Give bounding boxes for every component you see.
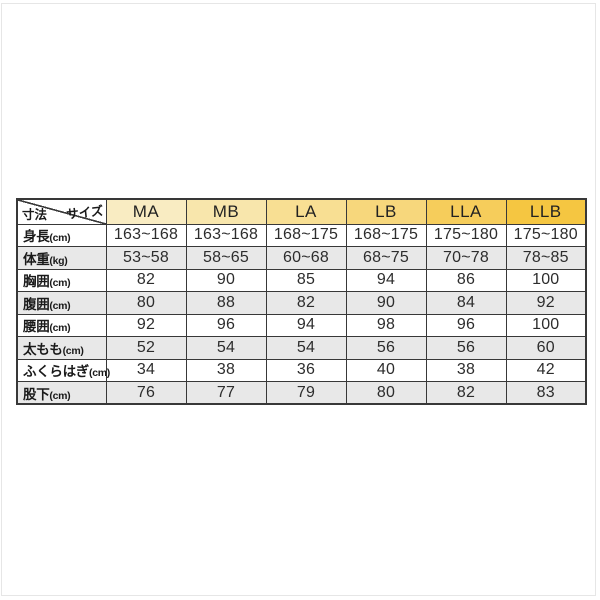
size-cell: 53~58: [105, 246, 187, 270]
size-cell: 96: [425, 313, 507, 337]
size-cell: 56: [425, 336, 507, 360]
column-header-lla: LLA: [425, 198, 507, 225]
size-cell: 54: [185, 336, 267, 360]
size-cell: 54: [265, 336, 347, 360]
size-cell: 175~180: [505, 223, 587, 247]
size-cell: 56: [345, 336, 427, 360]
size-cell: 100: [505, 268, 587, 292]
size-cell: 94: [345, 268, 427, 292]
row-label: 胸囲(cm): [16, 268, 107, 292]
size-cell: 98: [345, 313, 427, 337]
row-label-text: 腰囲: [23, 319, 50, 335]
size-cell: 70~78: [425, 246, 507, 270]
size-cell: 34: [105, 358, 187, 382]
size-cell: 82: [105, 268, 187, 292]
size-cell: 58~65: [185, 246, 267, 270]
size-cell: 163~168: [185, 223, 267, 247]
size-cell: 40: [345, 358, 427, 382]
size-cell: 36: [265, 358, 347, 382]
size-cell: 168~175: [265, 223, 347, 247]
row-label-unit: (kg): [49, 254, 68, 267]
size-cell: 60: [505, 336, 587, 360]
row-label-unit: (cm): [49, 299, 71, 312]
table-row-belly: 腹囲(cm) 80 88 82 90 84 92: [16, 291, 587, 315]
size-cell: 90: [345, 291, 427, 315]
column-header-lb: LB: [345, 198, 427, 225]
size-cell: 80: [105, 291, 187, 315]
size-cell: 90: [185, 268, 267, 292]
row-label: ふくらはぎ(cm): [16, 358, 110, 382]
column-header-llb: LLB: [505, 198, 587, 225]
size-cell: 52: [105, 336, 187, 360]
row-label-text: 太もも: [23, 341, 63, 357]
size-cell: 80: [345, 381, 427, 405]
row-label-text: 股下: [23, 386, 50, 402]
table-row-inseam: 股下(cm) 76 77 79 80 82 83: [16, 381, 587, 405]
size-cell: 77: [185, 381, 267, 405]
row-label: 股下(cm): [16, 381, 107, 405]
row-label-text: 体重: [23, 251, 50, 267]
size-cell: 84: [425, 291, 507, 315]
row-label-unit: (cm): [62, 344, 84, 357]
row-label-text: 胸囲: [23, 274, 50, 290]
table-row-hip: 腰囲(cm) 92 96 94 98 96 100: [16, 313, 587, 337]
size-cell: 82: [425, 381, 507, 405]
size-cell: 82: [265, 291, 347, 315]
column-header-la: LA: [265, 198, 347, 225]
size-cell: 92: [105, 313, 187, 337]
size-cell: 60~68: [265, 246, 347, 270]
row-label: 腰囲(cm): [16, 313, 107, 337]
row-label-unit: (cm): [49, 232, 71, 245]
size-cell: 38: [425, 358, 507, 382]
size-cell: 94: [265, 313, 347, 337]
row-label: 身長(cm): [16, 223, 107, 247]
row-label: 体重(kg): [16, 246, 107, 270]
size-cell: 68~75: [345, 246, 427, 270]
size-cell: 83: [505, 381, 587, 405]
size-cell: 76: [105, 381, 187, 405]
size-cell: 175~180: [425, 223, 507, 247]
size-cell: 163~168: [105, 223, 187, 247]
row-label: 太もも(cm): [16, 336, 107, 360]
corner-size-label: サイズ: [65, 203, 105, 222]
corner-dimension-label: 寸法: [22, 207, 48, 222]
size-cell: 92: [505, 291, 587, 315]
row-label-unit: (cm): [49, 389, 71, 402]
row-label-unit: (cm): [89, 367, 110, 380]
row-label-text: ふくらはぎ: [23, 364, 89, 380]
table-row-thigh: 太もも(cm) 52 54 54 56 56 60: [16, 336, 587, 360]
row-label-unit: (cm): [49, 322, 71, 335]
size-cell: 85: [265, 268, 347, 292]
size-chart-table: サイズ 寸法 MA MB LA LB LLA LLB 身長(cm) 163~16…: [16, 198, 587, 405]
size-cell: 42: [505, 358, 587, 382]
header-row: サイズ 寸法 MA MB LA LB LLA LLB: [16, 198, 587, 225]
row-label: 腹囲(cm): [16, 291, 107, 315]
size-cell: 79: [265, 381, 347, 405]
size-cell: 100: [505, 313, 587, 337]
column-header-mb: MB: [185, 198, 267, 225]
table-row-weight: 体重(kg) 53~58 58~65 60~68 68~75 70~78 78~…: [16, 246, 587, 270]
size-cell: 88: [185, 291, 267, 315]
size-cell: 96: [185, 313, 267, 337]
column-header-ma: MA: [105, 198, 187, 225]
size-cell: 78~85: [505, 246, 587, 270]
table-row-height: 身長(cm) 163~168 163~168 168~175 168~175 1…: [16, 223, 587, 247]
table-row-calf: ふくらはぎ(cm) 34 38 36 40 38 42: [16, 358, 587, 382]
row-label-unit: (cm): [49, 277, 71, 290]
size-cell: 86: [425, 268, 507, 292]
size-cell: 168~175: [345, 223, 427, 247]
row-label-text: 身長: [23, 229, 50, 245]
table-row-chest: 胸囲(cm) 82 90 85 94 86 100: [16, 268, 587, 292]
size-cell: 38: [185, 358, 267, 382]
row-label-text: 腹囲: [23, 296, 50, 312]
corner-cell: サイズ 寸法: [16, 198, 107, 225]
